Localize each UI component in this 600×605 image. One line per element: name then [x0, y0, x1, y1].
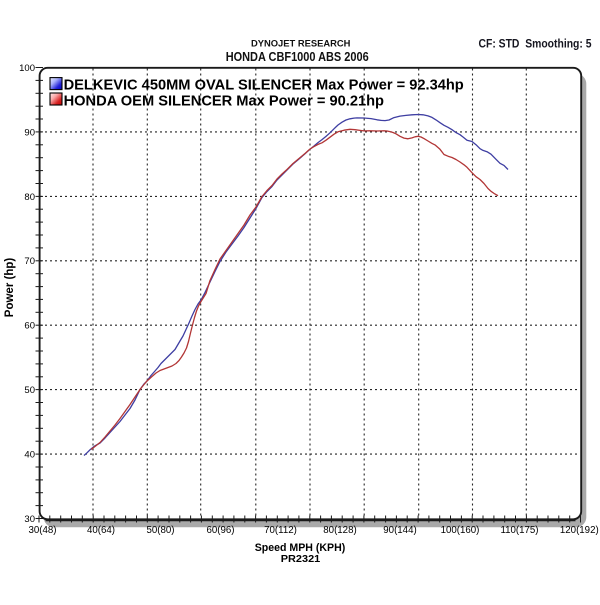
svg-text:CF: STD Smoothing: 5: CF: STD Smoothing: 5 [479, 37, 592, 51]
svg-text:60(96): 60(96) [206, 525, 234, 536]
svg-text:Speed MPH (KPH): Speed MPH (KPH) [255, 542, 346, 554]
svg-text:70(112): 70(112) [264, 525, 297, 536]
svg-text:90(144): 90(144) [383, 525, 416, 536]
svg-text:HONDA OEM SILENCER Max Power =: HONDA OEM SILENCER Max Power = 90.21hp [64, 93, 384, 109]
svg-text:120(192): 120(192) [560, 525, 599, 536]
svg-text:PR2321: PR2321 [281, 554, 321, 565]
svg-text:100(160): 100(160) [441, 525, 480, 536]
svg-text:DYNOJET RESEARCH: DYNOJET RESEARCH [251, 38, 351, 49]
svg-text:30: 30 [24, 514, 35, 525]
svg-text:80: 80 [24, 192, 35, 203]
svg-text:50: 50 [24, 385, 35, 396]
svg-text:DELKEVIC 450MM OVAL SILENCER M: DELKEVIC 450MM OVAL SILENCER Max Power =… [64, 78, 464, 94]
svg-text:30(48): 30(48) [28, 525, 56, 536]
svg-text:80(128): 80(128) [323, 525, 356, 536]
svg-text:90: 90 [24, 127, 35, 138]
svg-text:50(80): 50(80) [146, 525, 174, 536]
svg-text:100: 100 [19, 63, 35, 74]
svg-text:Power (hp): Power (hp) [4, 258, 16, 318]
svg-text:40(64): 40(64) [87, 525, 115, 536]
svg-text:110(175): 110(175) [500, 525, 538, 536]
svg-text:HONDA CBF1000 ABS 2006: HONDA CBF1000 ABS 2006 [226, 49, 369, 64]
svg-text:70: 70 [24, 256, 35, 267]
svg-text:60: 60 [24, 321, 35, 332]
svg-text:40: 40 [24, 450, 35, 461]
